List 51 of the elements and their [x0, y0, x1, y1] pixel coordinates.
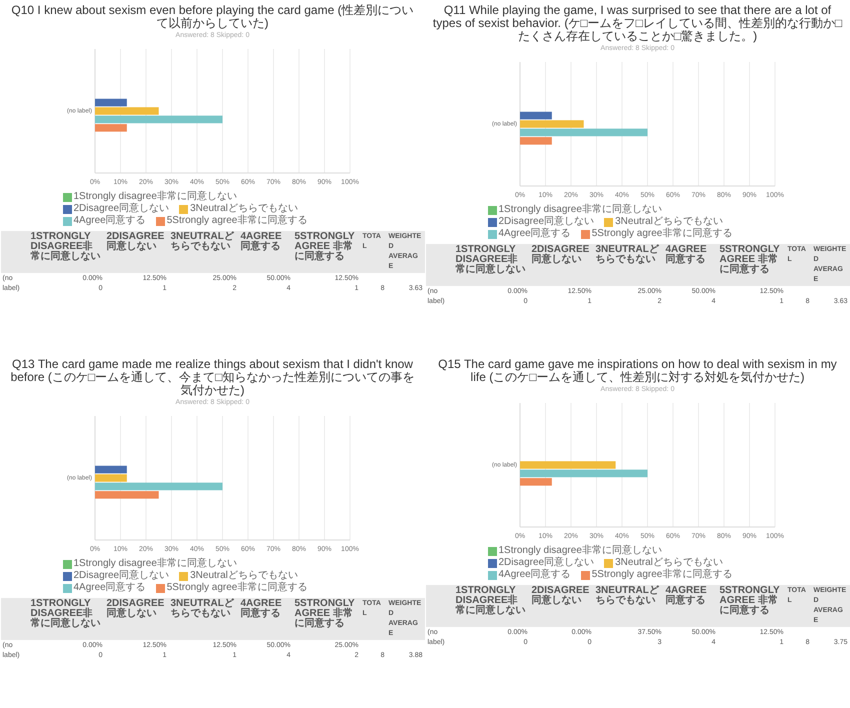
chart-title: Q11 While playing the game, I was surprised to see that there are a lot of types of sexist behavior. (ケ□ームをフ□レイしている間、性差別的な行動か□たくさん存在していることか□驚きました。) [432, 3, 842, 43]
legend-label: 5Strongly agree非常に同意する [592, 228, 732, 240]
text: 2DISAGREE 同意しない [104, 598, 168, 640]
text: 5STRONGLY AGREE 非常に同意する [292, 231, 360, 273]
legend-label: 5Strongly agree非常に同意する [166, 215, 308, 227]
bar [520, 470, 648, 478]
text: 1STRONGLY DISAGREE非常に同意しない [28, 598, 104, 640]
text: 3NEUTRALどちらでもない [168, 231, 238, 273]
text: 4AGREE 同意する [238, 231, 292, 273]
legend-label: 1Strongly disagree非常に同意しない [498, 545, 662, 556]
text: 2DISAGREE 同意しない [104, 231, 168, 273]
text: 3NEUTRALどちらでもない [594, 585, 664, 627]
text: 2DISAGREE 同意しない [530, 585, 594, 627]
text: 1STRONGLY DISAGREE非常に同意しない [454, 244, 530, 286]
legend-label: 4Agree同意する [74, 215, 146, 227]
legend-label: 5Strongly agree非常に同意する [592, 569, 732, 581]
legend-label: 3Neutralどちらでもない [190, 570, 298, 582]
bar [95, 482, 222, 490]
bar [95, 466, 127, 474]
legend-label: 3Neutralどちらでもない [615, 557, 723, 568]
legend-label: 2Disagree同意しない [498, 557, 594, 568]
text: 1STRONGLY DISAGREE非常に同意しない [28, 231, 104, 273]
legend-label: 2Disagree同意しない [74, 570, 170, 582]
legend-label: 2Disagree同意しない [74, 203, 170, 214]
legend-label: 2Disagree同意しない [498, 216, 594, 228]
legend-label: 5Strongly agree非常に同意する [166, 582, 308, 594]
legend-label: 4Agree同意する [498, 569, 571, 581]
chart-title: Q13 The card game made me realize things about sexism that I didn't know before (このケ□ームを通して、今まて□知らなかった性差別についての事を気付かせた) [10, 357, 416, 397]
bar [95, 474, 127, 482]
text: 5STRONGLY AGREE 非常に同意する [292, 598, 360, 640]
legend-label: 1Strongly disagree非常に同意しない [498, 204, 662, 216]
text: 4AGREE 同意する [664, 585, 718, 627]
chart-title: Q15 The card game gave me inspirations on how to deal with sexism in my life (このケ□ームを通して、性差別に対する対処を気付かせた) [437, 357, 838, 384]
chart-title: Q10 I knew about sexism even before playing the card game (性差別について以前からしていた) [10, 3, 415, 30]
legend-label: 3Neutralどちらでもない [615, 216, 723, 228]
legend-label: 4Agree同意する [74, 582, 146, 594]
text: 5STRONGLY AGREE 非常に同意する [718, 585, 786, 627]
text: 3NEUTRALどちらでもない [168, 598, 238, 640]
bar [95, 491, 159, 499]
legend-label: 1Strongly disagree非常に同意しない [74, 191, 237, 202]
bar [520, 461, 616, 469]
legend-label: 1Strongly disagree非常に同意しない [74, 558, 237, 570]
text: 2DISAGREE 同意しない [530, 244, 594, 286]
text: 5STRONGLY AGREE 非常に同意する [718, 244, 786, 286]
bar [520, 478, 552, 486]
text: 3NEUTRALどちらでもない [594, 244, 664, 286]
text: 4AGREE 同意する [664, 244, 718, 286]
legend-label: 4Agree同意する [498, 228, 571, 240]
legend-label: 3Neutralどちらでもない [190, 203, 298, 214]
text: 4AGREE 同意する [238, 598, 292, 640]
text: 1STRONGLY DISAGREE非常に同意しない [454, 585, 530, 627]
